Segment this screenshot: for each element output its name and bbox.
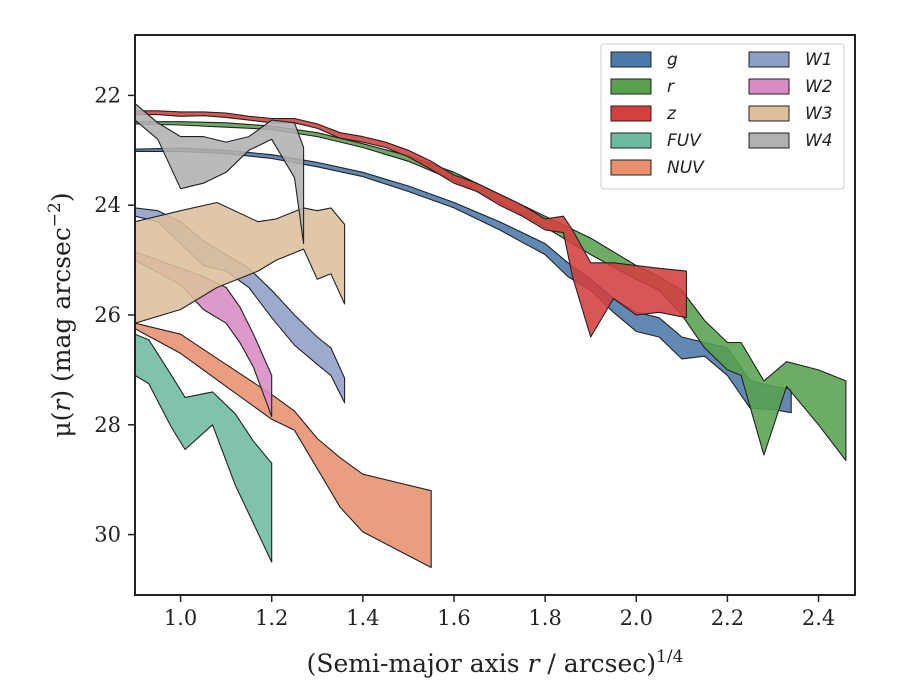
band-w4	[135, 103, 305, 245]
band-g	[135, 147, 792, 414]
y-tick-label: 26	[94, 303, 121, 327]
x-tick-label: 2.4	[802, 606, 835, 630]
band-fuv	[135, 333, 273, 563]
x-tick-label: 1.0	[164, 606, 197, 630]
band-w3	[135, 201, 346, 324]
legend-label-w2: W2	[805, 77, 833, 97]
legend-label-w3: W3	[805, 104, 833, 124]
legend-item-g: g	[610, 50, 678, 70]
legend-item-w3: W3	[748, 104, 833, 124]
x-tick-label: 2.0	[620, 606, 653, 630]
legend-label-w4: W4	[805, 131, 833, 151]
x-tick-label: 1.6	[437, 606, 470, 630]
legend-swatch-w3	[748, 105, 790, 122]
y-tick-label: 30	[94, 523, 121, 547]
legend-item-w4: W4	[748, 131, 833, 151]
legend-swatch-r	[610, 78, 652, 95]
legend-swatch-w1	[748, 51, 790, 68]
legend-item-nuv: NUV	[610, 158, 705, 178]
y-axis: 22 24 26 28 30	[94, 83, 135, 547]
legend-item-r: r	[610, 77, 675, 97]
x-axis: 1.0 1.2 1.4 1.6 1.8 2.0 2.2 2.4	[164, 595, 835, 630]
legend-swatch-w2	[748, 78, 790, 95]
y-tick-label: 28	[94, 413, 121, 437]
legend-swatch-z	[610, 105, 652, 122]
legend-label-z: z	[666, 104, 677, 124]
legend-item-w2: W2	[748, 77, 833, 97]
legend-swatch-w4	[748, 132, 790, 149]
legend-label-nuv: NUV	[667, 158, 705, 178]
legend-label-g: g	[667, 50, 678, 70]
y-tick-label: 24	[94, 193, 121, 217]
legend-label-w1: W1	[805, 50, 833, 70]
band-nuv	[135, 322, 432, 569]
x-tick-label: 1.8	[528, 606, 561, 630]
legend: grz FUV NUV W1 W2 W3 W4	[600, 43, 845, 190]
legend-item-z: z	[610, 104, 677, 124]
x-tick-label: 1.4	[346, 606, 379, 630]
x-tick-label: 1.2	[255, 606, 288, 630]
legend-item-fuv: FUV	[610, 131, 702, 151]
y-axis-title: μ(r) (mag arcsec−2)	[45, 192, 76, 437]
legend-label-r: r	[667, 77, 675, 97]
legend-swatch-fuv	[610, 132, 652, 149]
band-r	[135, 121, 847, 462]
legend-swatch-nuv	[610, 159, 652, 176]
y-tick-label: 22	[94, 83, 121, 107]
legend-swatch-g	[610, 51, 652, 68]
x-axis-title: (Semi-major axis r / arcsec)1/4	[307, 647, 684, 678]
band-z	[135, 110, 687, 338]
profile-bands	[135, 103, 847, 569]
legend-item-w1: W1	[748, 50, 833, 70]
legend-label-fuv: FUV	[667, 131, 702, 151]
x-tick-label: 2.2	[711, 606, 744, 630]
